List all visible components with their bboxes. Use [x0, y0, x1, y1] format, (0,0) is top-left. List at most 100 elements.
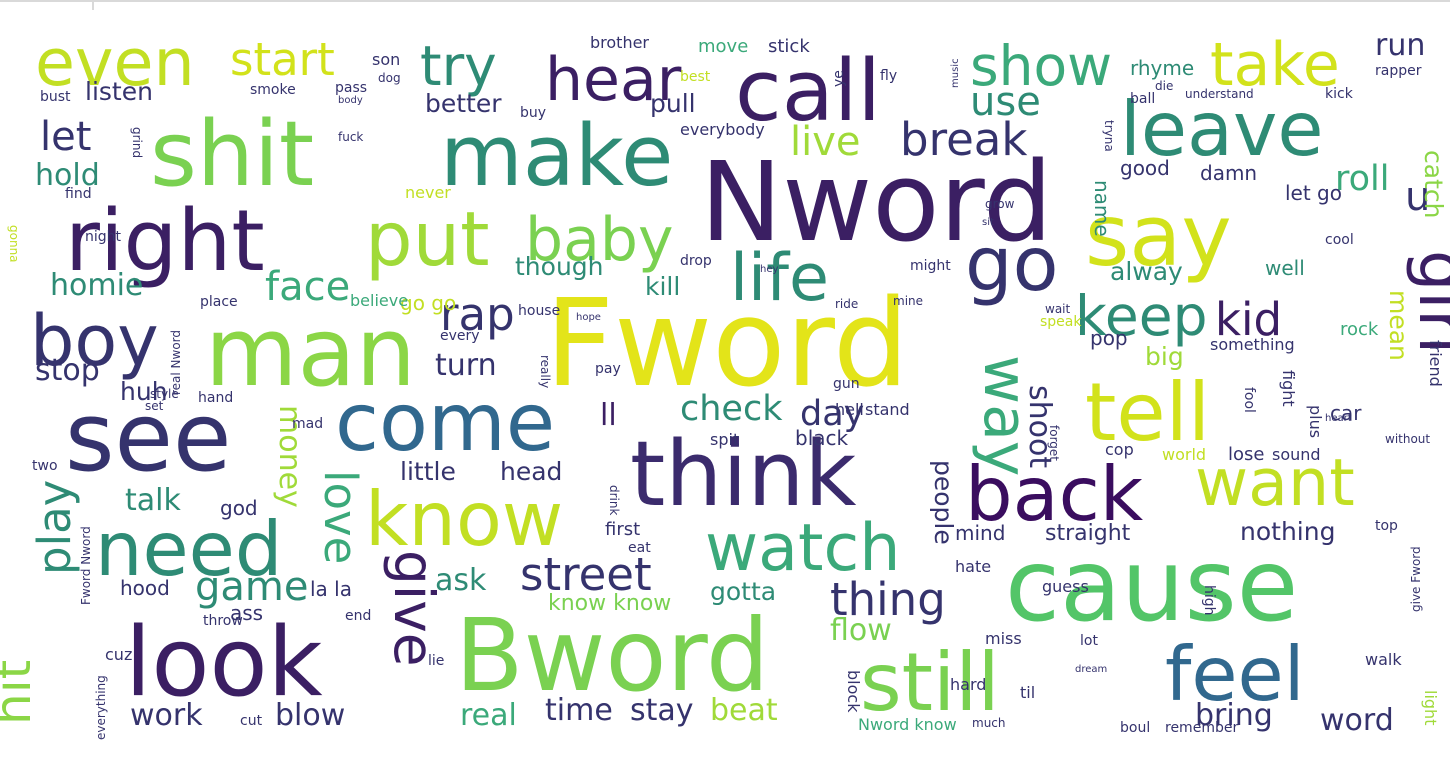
cloud-word: boy	[30, 300, 159, 382]
cloud-word: well	[1265, 256, 1305, 280]
cloud-word: cause	[1005, 527, 1298, 644]
cloud-word: face	[265, 264, 350, 310]
cloud-word: see	[65, 383, 231, 493]
cloud-word: set	[145, 399, 164, 413]
cloud-word: better	[425, 89, 502, 118]
cloud-word: cool	[1325, 232, 1354, 248]
cloud-word: feel	[1165, 630, 1305, 718]
cloud-word: ll	[600, 398, 617, 433]
cloud-word: stand	[865, 400, 910, 419]
cloud-word: high	[1201, 585, 1217, 616]
cloud-word: people	[929, 460, 958, 545]
cloud-word: come	[335, 376, 555, 469]
cloud-word: wait	[1045, 302, 1071, 316]
cloud-word: put	[365, 195, 490, 283]
cloud-word: every	[440, 328, 480, 344]
cloud-word: remember	[1165, 720, 1238, 736]
cloud-word: think	[630, 422, 857, 527]
cloud-word: stop	[35, 353, 100, 388]
cloud-word: without	[1385, 432, 1430, 446]
cloud-word: hand	[198, 390, 233, 406]
cloud-word: much	[972, 716, 1006, 730]
cloud-word: keep	[1075, 284, 1207, 348]
cloud-word: body	[338, 95, 363, 106]
cloud-word: straight	[1045, 521, 1131, 546]
cloud-word: something	[1210, 335, 1295, 354]
cloud-word: way	[970, 355, 1040, 476]
cloud-word: Fword	[545, 275, 909, 414]
cloud-word: plus	[1306, 405, 1325, 438]
cloud-word: pay	[595, 361, 621, 377]
cloud-word: hell	[835, 400, 864, 419]
cloud-word: might	[910, 258, 951, 274]
frame-divider	[92, 0, 94, 10]
cloud-word: rock	[1340, 319, 1379, 340]
cloud-word: leave	[1120, 85, 1323, 173]
cloud-word: block	[844, 670, 863, 713]
cloud-word: check	[680, 389, 783, 429]
cloud-word: sit	[982, 217, 994, 228]
cloud-word: rhyme	[1130, 56, 1194, 80]
cloud-word: style	[150, 387, 179, 401]
cloud-word: everybody	[680, 120, 765, 139]
cloud-word: little	[400, 457, 456, 486]
cloud-word: fight	[1279, 370, 1298, 407]
cloud-word: thing	[830, 573, 946, 626]
cloud-word: grind	[130, 127, 144, 158]
cloud-word: still	[860, 636, 1000, 729]
cloud-word: know	[365, 475, 563, 563]
cloud-word: pass	[335, 80, 367, 96]
cloud-word: move	[698, 36, 748, 57]
cloud-word: spit	[710, 430, 739, 449]
cloud-word: cop	[1105, 440, 1134, 459]
cloud-word: word	[1320, 703, 1394, 738]
cloud-word: gun	[833, 376, 860, 392]
cloud-word: ball	[1130, 91, 1155, 107]
cloud-word: real	[460, 698, 517, 733]
cloud-word: hold	[35, 158, 100, 193]
cloud-word: go	[965, 220, 1059, 308]
cloud-word: shoot	[1022, 385, 1057, 468]
cloud-word: hope	[576, 312, 601, 323]
cloud-word: mad	[292, 416, 323, 432]
cloud-word: start	[230, 33, 335, 86]
cloud-word: head	[500, 457, 562, 486]
cloud-word: friend	[1426, 340, 1445, 387]
cloud-word: lose	[1228, 444, 1264, 465]
cloud-word: look	[125, 608, 323, 718]
cloud-word: drop	[680, 253, 712, 269]
cloud-word: ye	[831, 70, 847, 87]
cloud-word: live	[790, 119, 861, 165]
cloud-word: lot	[1080, 633, 1098, 649]
cloud-word: let	[40, 114, 91, 160]
cloud-word: alway	[1110, 257, 1183, 286]
cloud-word: kid	[1215, 293, 1282, 346]
cloud-word: top	[1375, 518, 1398, 534]
cloud-word: work	[130, 698, 203, 733]
cloud-word: damn	[1200, 161, 1257, 185]
cloud-word: never	[405, 183, 451, 202]
cloud-word: pull	[650, 89, 696, 118]
cloud-word: nothing	[1240, 517, 1335, 546]
cloud-word: mean	[1384, 290, 1413, 361]
cloud-word: need	[95, 505, 282, 593]
cloud-word: say	[1085, 187, 1232, 286]
cloud-word: hood	[120, 576, 170, 600]
cloud-word: stay	[630, 693, 694, 728]
cloud-word: ride	[835, 297, 858, 311]
cloud-word: bring	[1195, 698, 1273, 733]
cloud-word: night	[85, 229, 122, 245]
cloud-word: brother	[590, 33, 649, 52]
cloud-word: dream	[1075, 664, 1107, 675]
cloud-word: money	[272, 405, 307, 508]
cloud-word: even	[35, 26, 195, 101]
cloud-word: hear	[545, 45, 682, 115]
cloud-word: til	[1020, 683, 1035, 702]
cloud-word: throw	[203, 613, 243, 629]
cloud-word: Bword	[455, 597, 769, 714]
cloud-word: miss	[985, 629, 1022, 648]
cloud-word: use	[970, 79, 1041, 125]
cloud-word: call	[735, 42, 881, 141]
cloud-word: go go	[400, 291, 456, 315]
